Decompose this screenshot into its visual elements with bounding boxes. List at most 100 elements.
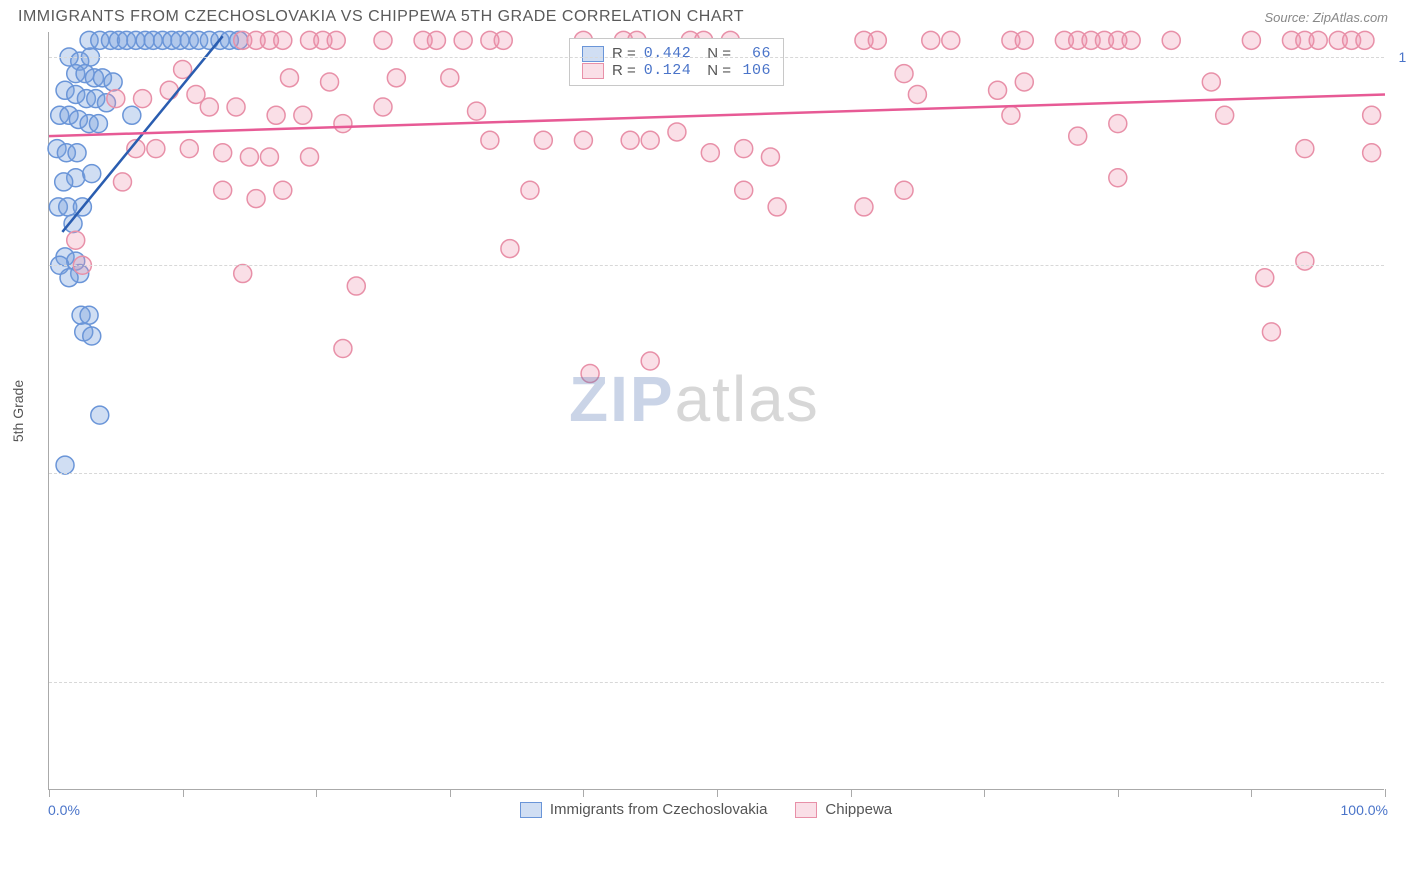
data-point xyxy=(501,240,519,258)
legend-r-value-2: 0.124 xyxy=(644,62,692,79)
data-point xyxy=(240,148,258,166)
data-point xyxy=(91,406,109,424)
data-point xyxy=(80,306,98,324)
data-point xyxy=(55,173,73,191)
data-point xyxy=(427,31,445,49)
legend-swatch-series2 xyxy=(582,63,604,79)
data-point xyxy=(581,365,599,383)
stats-legend: R = 0.442 N = 66 R = 0.124 N = 106 xyxy=(569,38,784,86)
data-point xyxy=(334,115,352,133)
data-point xyxy=(1162,31,1180,49)
data-point xyxy=(534,131,552,149)
data-point xyxy=(67,231,85,249)
data-point xyxy=(214,144,232,162)
data-point xyxy=(334,340,352,358)
x-tick xyxy=(717,789,718,797)
y-tick-label: 97.5% xyxy=(1390,257,1406,273)
data-point xyxy=(1309,31,1327,49)
legend-row: R = 0.124 N = 106 xyxy=(582,62,771,79)
data-point xyxy=(274,181,292,199)
x-tick xyxy=(316,789,317,797)
data-point xyxy=(1296,252,1314,270)
data-point xyxy=(895,181,913,199)
data-point xyxy=(1363,106,1381,124)
y-tick-label: 95.0% xyxy=(1390,465,1406,481)
x-tick xyxy=(583,789,584,797)
data-point xyxy=(735,140,753,158)
y-axis-label: 5th Grade xyxy=(10,380,26,442)
data-point xyxy=(214,181,232,199)
data-point xyxy=(1262,323,1280,341)
data-point xyxy=(701,144,719,162)
data-point xyxy=(160,81,178,99)
data-point xyxy=(1242,31,1260,49)
data-point xyxy=(374,98,392,116)
legend-swatch-series1 xyxy=(520,802,542,818)
bottom-legend: Immigrants from Czechoslovakia Chippewa xyxy=(24,801,1388,818)
data-point xyxy=(668,123,686,141)
x-tick xyxy=(851,789,852,797)
data-point xyxy=(855,198,873,216)
data-point xyxy=(1109,169,1127,187)
data-point xyxy=(107,90,125,108)
legend-row: R = 0.442 N = 66 xyxy=(582,45,771,62)
legend-swatch-series2 xyxy=(795,802,817,818)
data-point xyxy=(1109,115,1127,133)
data-point xyxy=(83,327,101,345)
data-point xyxy=(1202,73,1220,91)
chart-title: IMMIGRANTS FROM CZECHOSLOVAKIA VS CHIPPE… xyxy=(18,8,744,26)
data-point xyxy=(274,31,292,49)
data-point xyxy=(735,181,753,199)
data-point xyxy=(1122,31,1140,49)
data-point xyxy=(147,140,165,158)
data-point xyxy=(104,73,122,91)
data-point xyxy=(234,265,252,283)
data-point xyxy=(895,65,913,83)
y-tick-label: 92.5% xyxy=(1390,674,1406,690)
data-point xyxy=(247,190,265,208)
grid-line xyxy=(49,682,1384,683)
data-point xyxy=(347,277,365,295)
grid-line xyxy=(49,57,1384,58)
data-point xyxy=(134,90,152,108)
legend-item-series1: Immigrants from Czechoslovakia xyxy=(520,801,768,818)
legend-r-label: R = xyxy=(612,45,636,62)
legend-r-label: R = xyxy=(612,62,636,79)
legend-n-label: N = xyxy=(707,62,731,79)
legend-label-series1: Immigrants from Czechoslovakia xyxy=(550,801,768,818)
data-point xyxy=(494,31,512,49)
data-point xyxy=(1296,140,1314,158)
data-point xyxy=(574,131,592,149)
data-point xyxy=(301,148,319,166)
fit-line xyxy=(49,94,1385,136)
legend-swatch-series1 xyxy=(582,46,604,62)
data-point xyxy=(761,148,779,166)
data-point xyxy=(267,106,285,124)
data-point xyxy=(113,173,131,191)
data-point xyxy=(180,140,198,158)
data-point xyxy=(200,98,218,116)
data-point xyxy=(942,31,960,49)
grid-line xyxy=(49,265,1384,266)
data-point xyxy=(868,31,886,49)
data-point xyxy=(621,131,639,149)
x-tick xyxy=(984,789,985,797)
x-tick xyxy=(183,789,184,797)
data-point xyxy=(56,456,74,474)
data-point xyxy=(89,115,107,133)
data-point xyxy=(908,85,926,103)
data-point xyxy=(1069,127,1087,145)
legend-n-value-2: 106 xyxy=(739,62,771,79)
data-point xyxy=(294,106,312,124)
data-point xyxy=(1002,106,1020,124)
data-point xyxy=(468,102,486,120)
data-point xyxy=(641,131,659,149)
data-point xyxy=(1015,73,1033,91)
data-point xyxy=(454,31,472,49)
data-point xyxy=(83,165,101,183)
data-point xyxy=(481,131,499,149)
x-tick xyxy=(450,789,451,797)
legend-item-series2: Chippewa xyxy=(795,801,892,818)
data-point xyxy=(68,144,86,162)
data-point xyxy=(768,198,786,216)
